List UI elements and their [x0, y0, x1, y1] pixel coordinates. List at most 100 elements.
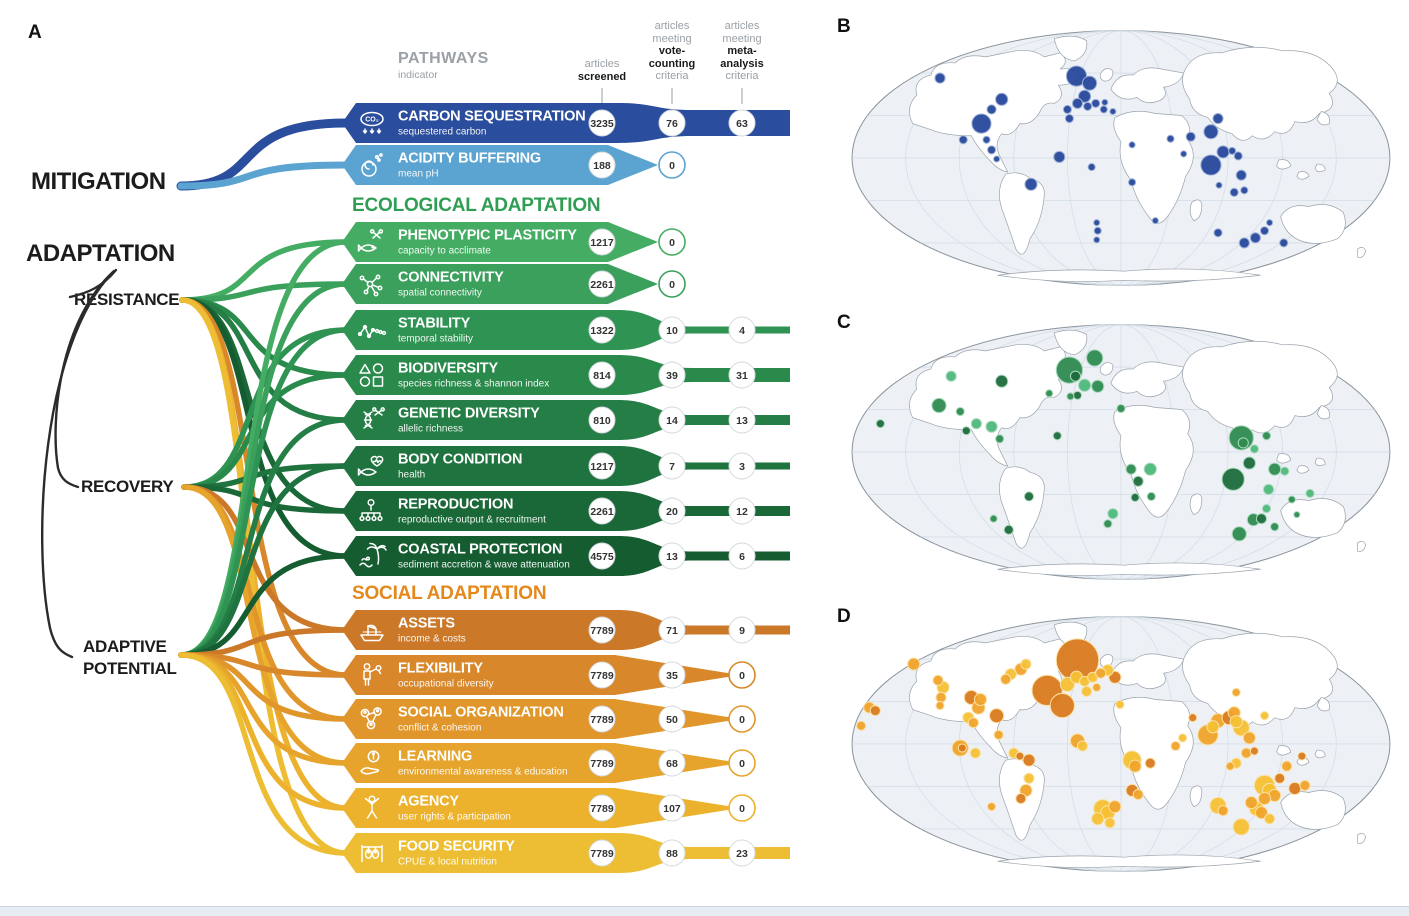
- pathways-diagram: CO₂ CARBON SEQUESTRATION sequestered carbo…: [41, 88, 790, 873]
- shapes-icon: [359, 363, 384, 387]
- count-circle: [588, 316, 616, 344]
- study-bubble: [1151, 217, 1159, 225]
- pathway-row-acidity_buffering: ACIDITY BUFFERING mean pH 188 0: [342, 145, 686, 185]
- count-value: 7789: [590, 670, 614, 682]
- count-value: 12: [736, 506, 748, 518]
- column-tick-lines: [601, 88, 743, 104]
- person-up-icon: [364, 795, 380, 819]
- svg-text:CO₂: CO₂: [365, 117, 379, 124]
- study-bubble: [1091, 812, 1105, 826]
- study-bubble: [1078, 89, 1092, 103]
- study-bubble: [1092, 682, 1102, 692]
- study-bubble: [1268, 462, 1282, 476]
- count-value: 71: [666, 625, 678, 637]
- shell-ph-icon: [361, 153, 383, 177]
- count-circle: [728, 497, 756, 525]
- row-title: BIODIVERSITY: [398, 361, 498, 377]
- study-bubble: [1266, 219, 1274, 227]
- study-bubble: [986, 104, 997, 115]
- pathway-row-assets: ASSETS income & costs 7789 71 9: [342, 610, 790, 650]
- count-value: 0: [739, 758, 745, 770]
- flow-resistance-to-connectivity: [179, 281, 349, 303]
- study-bubble: [1052, 431, 1062, 441]
- pathway-row-agency: AGENCY user rights & participation 7789 107…: [342, 788, 756, 828]
- study-bubble: [1087, 163, 1096, 172]
- zero-count-circle: [728, 705, 756, 733]
- flow-recovery-to-learning: [181, 484, 349, 766]
- map-mitigation-studies: [846, 22, 1402, 298]
- row-subtitle: spatial connectivity: [398, 288, 482, 299]
- count-circle: [588, 406, 616, 434]
- count-circle: [658, 109, 686, 137]
- adaptive-potential-label-line1: ADAPTIVE: [83, 637, 167, 656]
- count-value: 0: [669, 237, 675, 249]
- study-bubble: [1242, 731, 1256, 745]
- study-bubble: [987, 145, 997, 155]
- count-value: 10: [666, 325, 678, 337]
- study-bubble: [1235, 169, 1247, 181]
- row-title: GENETIC DIVERSITY: [398, 406, 540, 422]
- recovery-label: RECOVERY: [81, 477, 174, 496]
- flow-mitigation-to-carbon_sequestration: [176, 118, 351, 191]
- map-study-bubbles: [934, 65, 1289, 249]
- study-bubble: [1076, 740, 1089, 752]
- pathways-header-title: PATHWAYS: [398, 50, 489, 67]
- count-value: 9: [739, 625, 745, 637]
- study-bubble: [1116, 403, 1126, 414]
- study-bubble: [1095, 667, 1107, 679]
- column-header-vote-counting: articles meeting vote-counting criteria: [648, 20, 696, 82]
- count-value: 4575: [590, 551, 614, 563]
- study-bubble: [1261, 504, 1272, 514]
- count-circle: [588, 839, 616, 867]
- count-value: 76: [666, 118, 678, 130]
- study-bubble: [1305, 488, 1315, 498]
- panel-a-label: A: [28, 22, 42, 43]
- count-circle: [728, 452, 756, 480]
- study-bubble: [1083, 101, 1093, 111]
- pathway-row-food_security: FOOD SECURITY CPUE & local nutrition 7789 8…: [342, 833, 790, 873]
- study-bubble: [1015, 793, 1027, 805]
- study-bubble: [1091, 379, 1105, 393]
- hand-info-icon: [360, 750, 380, 775]
- study-bubble: [1108, 800, 1122, 814]
- study-bubble: [1170, 740, 1181, 752]
- row-subtitle: temporal stability: [398, 334, 473, 345]
- zero-count-circle: [658, 270, 686, 298]
- study-bubble: [875, 419, 885, 429]
- study-bubble: [1003, 524, 1014, 535]
- flow-resistance-to-genetic_diversity: [179, 297, 349, 423]
- count-circle: [658, 749, 686, 777]
- adaptation-bracket: [41, 268, 118, 659]
- timeseries-icon: [357, 324, 387, 339]
- count-circle: [728, 839, 756, 867]
- row-title: LEARNING: [398, 749, 472, 765]
- ecological-adaptation-header: ECOLOGICAL ADAPTATION: [352, 195, 601, 216]
- study-bubble: [1280, 466, 1290, 476]
- study-bubble: [1225, 761, 1235, 771]
- adaptation-label: ADAPTATION: [26, 240, 175, 267]
- row-title: STABILITY: [398, 316, 471, 332]
- study-bubble: [1069, 370, 1082, 382]
- study-bubble: [993, 155, 1001, 163]
- row-subtitle: health: [398, 470, 425, 481]
- count-value: 1217: [590, 237, 614, 249]
- count-circle: [658, 839, 686, 867]
- map-study-bubbles: [856, 638, 1311, 836]
- count-circle: [588, 749, 616, 777]
- zero-count-circle: [728, 661, 756, 689]
- study-bubble: [1144, 757, 1156, 769]
- count-value: 7789: [590, 625, 614, 637]
- row-title: COASTAL PROTECTION: [398, 542, 562, 558]
- count-circle: [728, 109, 756, 137]
- count-circle: [728, 542, 756, 570]
- study-bubble: [934, 72, 946, 84]
- study-bubble: [957, 743, 967, 753]
- study-bubble: [971, 113, 992, 134]
- adaptive-potential-label-line2: POTENTIAL: [83, 659, 177, 678]
- study-bubble: [1244, 796, 1258, 810]
- study-bubble: [973, 692, 988, 707]
- count-value: 14: [666, 415, 678, 427]
- count-value: 0: [669, 160, 675, 172]
- count-circle: [658, 661, 686, 689]
- count-value: 35: [666, 670, 678, 682]
